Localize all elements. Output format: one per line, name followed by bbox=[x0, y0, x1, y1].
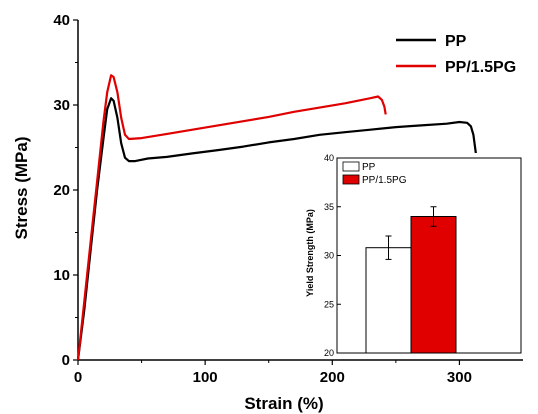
bar-pp bbox=[365, 247, 412, 354]
legend-label: PP bbox=[445, 33, 467, 50]
y-tick-label: 0 bbox=[62, 352, 70, 369]
y-axis-title: Stress (MPa) bbox=[12, 137, 31, 240]
y-tick-label: 30 bbox=[53, 97, 70, 114]
bar-pp-1-5pg bbox=[410, 216, 457, 354]
main-series-lines bbox=[76, 74, 478, 361]
inset-y-tick-label: 40 bbox=[324, 153, 334, 163]
inset-y-tick-label: 30 bbox=[324, 251, 334, 261]
inset-y-tick-label: 25 bbox=[324, 299, 334, 309]
x-axis-title: Strain (%) bbox=[244, 394, 323, 413]
inset-y-axis-title: Yield Strength (MPa) bbox=[305, 209, 315, 297]
x-tick-label: 200 bbox=[320, 369, 345, 386]
pp-curve bbox=[76, 97, 478, 361]
x-tick-label: 300 bbox=[447, 369, 472, 386]
x-tick-label: 100 bbox=[193, 369, 218, 386]
inset-legend-swatch bbox=[342, 161, 360, 172]
x-tick-label: 0 bbox=[74, 369, 82, 386]
inset-legend-swatch bbox=[342, 174, 360, 185]
inset-y-tick-label: 20 bbox=[324, 348, 334, 358]
inset-chart: 20 25 30 35 40 PP PP/1.5PG Yield Strength (MP… bbox=[305, 153, 528, 358]
main-axes: 0 100 200 300 0 10 20 30 40 bbox=[53, 12, 523, 386]
y-tick-label: 20 bbox=[53, 182, 70, 199]
legend-label: PP/1.5PG bbox=[445, 59, 516, 76]
pp-1-5pg-curve bbox=[76, 74, 387, 361]
y-tick-label: 40 bbox=[53, 12, 70, 29]
inset-bars bbox=[365, 206, 457, 354]
main-legend: PP PP/1.5PG bbox=[396, 33, 516, 76]
inset-legend: PP PP/1.5PG bbox=[342, 161, 407, 186]
inset-legend-label: PP/1.5PG bbox=[362, 175, 407, 186]
inset-legend-label: PP bbox=[362, 162, 376, 173]
y-tick-label: 10 bbox=[53, 267, 70, 284]
inset-y-tick-label: 35 bbox=[324, 202, 334, 212]
